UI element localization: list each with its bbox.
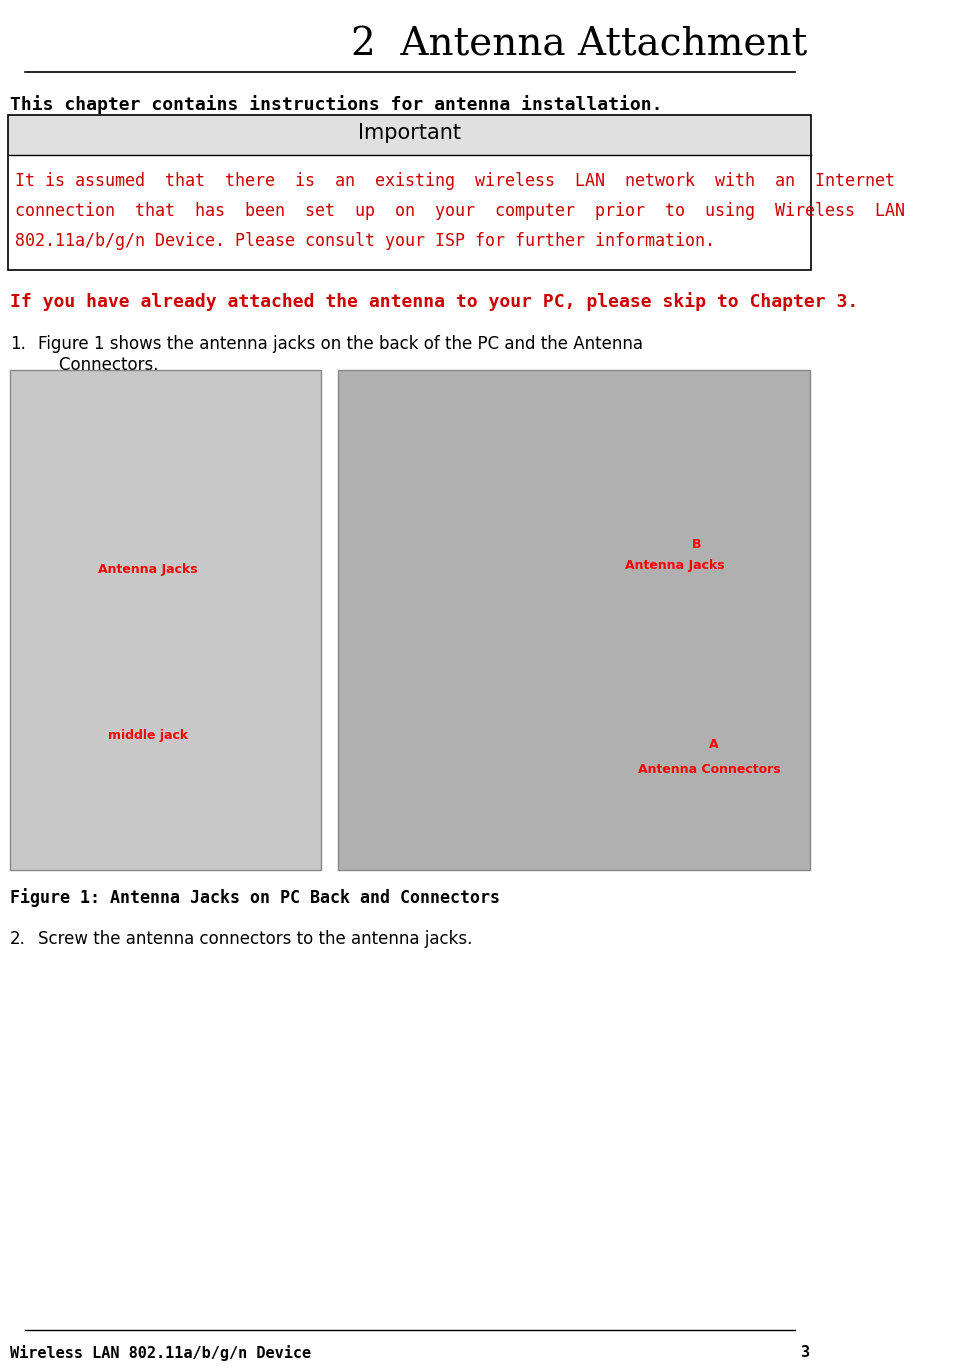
Text: 2.: 2.	[10, 930, 26, 948]
Text: B: B	[692, 538, 702, 552]
Text: A: A	[709, 738, 719, 752]
Text: This chapter contains instructions for antenna installation.: This chapter contains instructions for a…	[10, 95, 662, 114]
Text: Figure 1 shows the antenna jacks on the back of the PC and the Antenna
    Conne: Figure 1 shows the antenna jacks on the …	[38, 335, 643, 373]
Text: Wireless LAN 802.11a/b/g/n Device: Wireless LAN 802.11a/b/g/n Device	[10, 1345, 312, 1361]
FancyBboxPatch shape	[10, 370, 320, 870]
Text: 3: 3	[800, 1345, 810, 1360]
Text: 2  Antenna Attachment: 2 Antenna Attachment	[352, 26, 807, 63]
Text: Important: Important	[358, 123, 461, 143]
FancyBboxPatch shape	[338, 370, 810, 870]
Text: 1.: 1.	[10, 335, 26, 353]
FancyBboxPatch shape	[9, 115, 811, 155]
Text: middle jack: middle jack	[108, 729, 187, 741]
Text: If you have already attached the antenna to your PC, please skip to Chapter 3.: If you have already attached the antenna…	[10, 292, 858, 311]
Text: Antenna Connectors: Antenna Connectors	[638, 763, 781, 777]
Text: Figure 1: Antenna Jacks on PC Back and Connectors: Figure 1: Antenna Jacks on PC Back and C…	[10, 888, 500, 907]
Text: It is assumed  that  there  is  an  existing  wireless  LAN  network  with  an  : It is assumed that there is an existing …	[16, 172, 895, 189]
Text: Antenna Jacks: Antenna Jacks	[98, 564, 197, 576]
Text: Antenna Jacks: Antenna Jacks	[625, 558, 725, 572]
Text: 802.11a/b/g/n Device. Please consult your ISP for further information.: 802.11a/b/g/n Device. Please consult you…	[16, 232, 716, 250]
Text: Screw the antenna connectors to the antenna jacks.: Screw the antenna connectors to the ante…	[38, 930, 472, 948]
Text: connection  that  has  been  set  up  on  your  computer  prior  to  using  Wire: connection that has been set up on your …	[16, 202, 905, 220]
